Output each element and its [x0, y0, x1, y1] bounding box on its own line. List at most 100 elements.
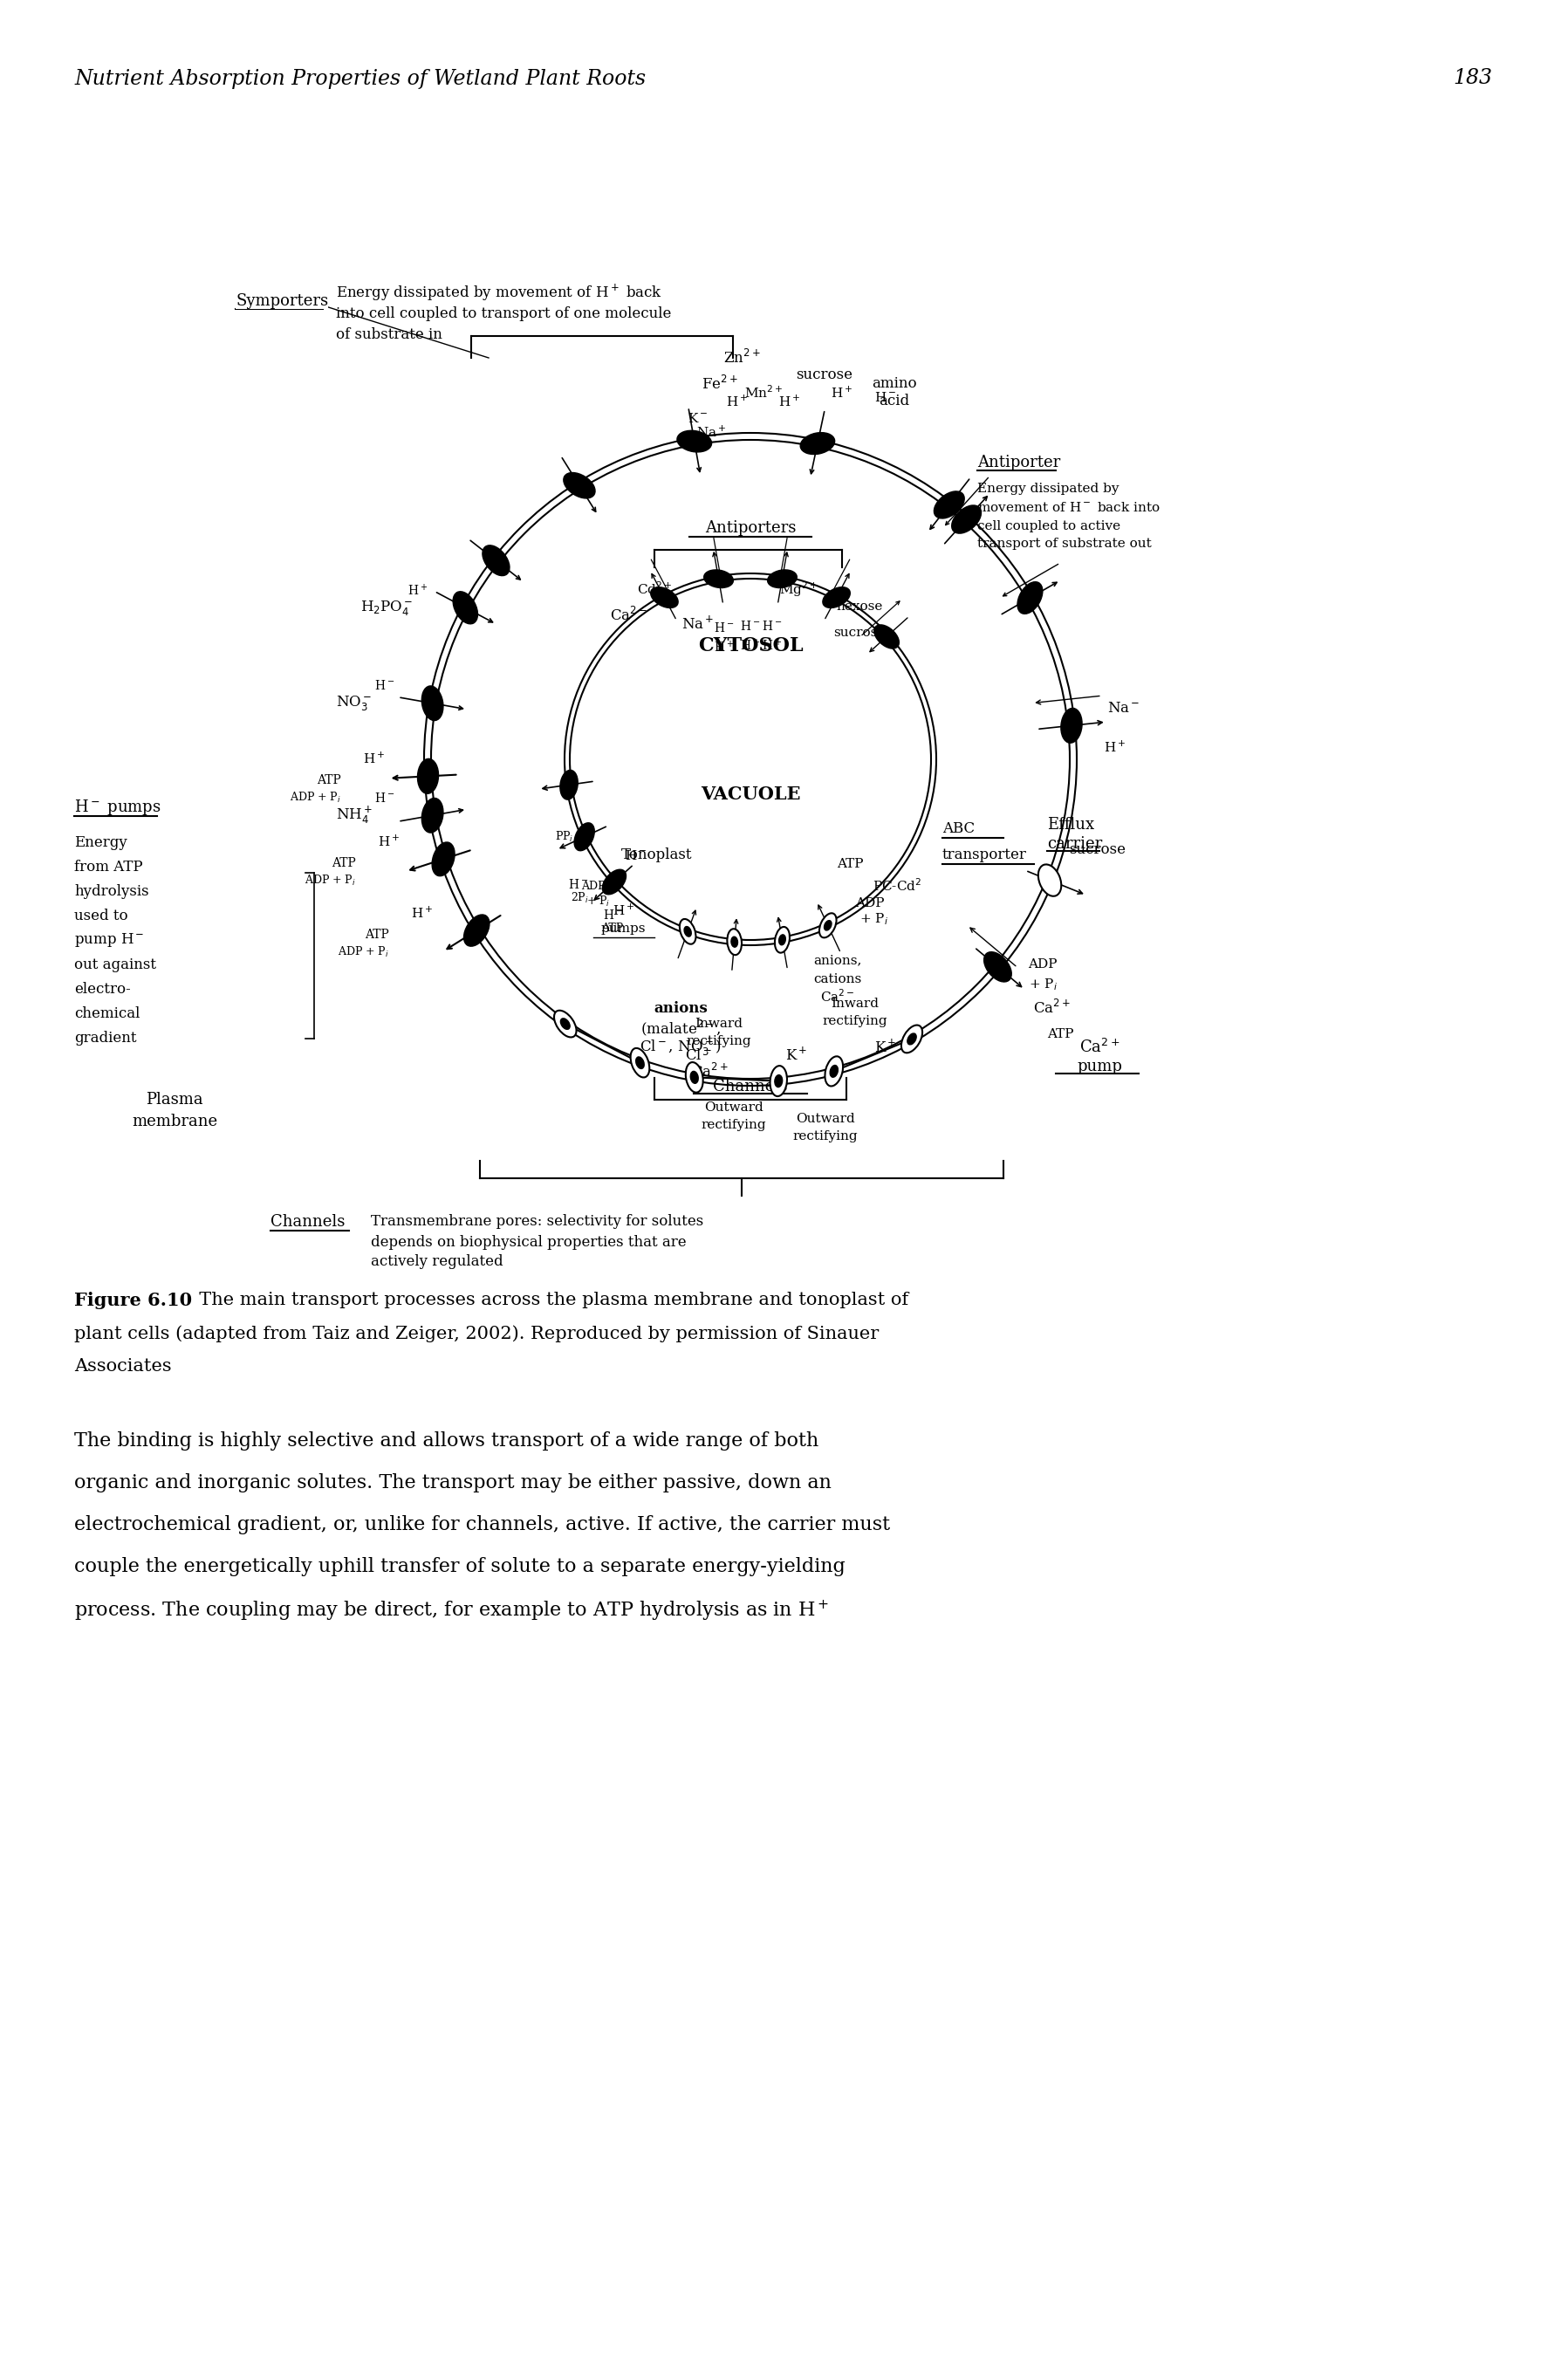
Ellipse shape [554, 1010, 577, 1038]
Text: anions: anions [654, 1001, 707, 1015]
Text: H$^+$: H$^+$ [411, 906, 433, 920]
Ellipse shape [728, 930, 742, 956]
Ellipse shape [417, 760, 439, 793]
Text: Channels: Channels [713, 1079, 787, 1095]
Text: H$^-$: H$^-$ [569, 878, 588, 892]
Ellipse shape [1062, 708, 1082, 743]
Ellipse shape [935, 491, 964, 519]
Ellipse shape [770, 1067, 787, 1097]
Text: ATP: ATP [365, 930, 389, 942]
Text: Ca$^{2-}$: Ca$^{2-}$ [610, 607, 648, 623]
Ellipse shape [637, 1057, 644, 1069]
Text: carrier: carrier [1047, 835, 1102, 852]
Ellipse shape [574, 824, 594, 850]
Text: H$^-$: H$^-$ [740, 621, 760, 632]
Ellipse shape [560, 1020, 569, 1029]
Text: H$^+$: H$^+$ [378, 833, 400, 850]
Text: rectifying: rectifying [701, 1119, 767, 1130]
Ellipse shape [775, 1074, 782, 1088]
Text: ADP: ADP [1029, 958, 1057, 970]
Text: ADP + P$_i$: ADP + P$_i$ [304, 873, 356, 887]
Text: Ca$^{2-}$: Ca$^{2-}$ [820, 989, 855, 1005]
Text: Cl$^-$: Cl$^-$ [685, 1048, 712, 1062]
Text: Cl$^-$, NO$_3^-$): Cl$^-$, NO$_3^-$) [640, 1038, 721, 1057]
Ellipse shape [985, 951, 1011, 982]
Text: ADP: ADP [582, 880, 605, 892]
Ellipse shape [677, 430, 712, 453]
Text: ATP: ATP [601, 923, 622, 935]
Text: Ca$^{2+}$: Ca$^{2+}$ [1033, 998, 1071, 1017]
Text: H$^+$: H$^+$ [726, 394, 748, 408]
Text: Cd$^{2+}$: Cd$^{2+}$ [637, 581, 673, 597]
Text: PC-Cd$^{2}$: PC-Cd$^{2}$ [872, 878, 922, 894]
Text: movement of H$^-$ back into: movement of H$^-$ back into [977, 500, 1160, 514]
Ellipse shape [1018, 583, 1043, 614]
Text: process. The coupling may be direct, for example to ATP hydrolysis as in H$^+$: process. The coupling may be direct, for… [74, 1600, 829, 1624]
Ellipse shape [825, 920, 831, 930]
Text: Ca$^{2+}$: Ca$^{2+}$ [691, 1062, 729, 1081]
Text: Outward: Outward [795, 1114, 855, 1126]
Text: rectifying: rectifying [793, 1130, 858, 1142]
Text: Symporters: Symporters [235, 293, 328, 309]
Ellipse shape [820, 913, 836, 937]
Ellipse shape [779, 935, 786, 944]
Ellipse shape [602, 868, 626, 894]
Text: + P$_i$: + P$_i$ [1029, 977, 1057, 991]
Text: H$^-$: H$^-$ [762, 621, 782, 632]
Ellipse shape [690, 1071, 698, 1083]
Ellipse shape [768, 569, 797, 588]
Text: Efflux: Efflux [1047, 817, 1094, 833]
Text: H$^-$: H$^-$ [602, 909, 622, 923]
Text: H$^+$: H$^+$ [713, 640, 734, 656]
Text: rectifying: rectifying [685, 1034, 751, 1048]
Text: Outward: Outward [704, 1102, 764, 1114]
Ellipse shape [908, 1034, 916, 1045]
Text: K$^-$: K$^-$ [688, 413, 709, 425]
Ellipse shape [873, 625, 898, 649]
Text: hexose: hexose [836, 599, 883, 614]
Text: Transmembrane pores: selectivity for solutes: Transmembrane pores: selectivity for sol… [372, 1215, 704, 1230]
Text: sucrose: sucrose [797, 368, 853, 382]
Text: Associates: Associates [74, 1357, 171, 1374]
Text: cell coupled to active: cell coupled to active [977, 519, 1121, 533]
Ellipse shape [483, 545, 510, 576]
Text: from ATP: from ATP [74, 859, 143, 873]
Text: + P$_i$: + P$_i$ [859, 911, 887, 927]
Text: Na$^+$: Na$^+$ [696, 425, 726, 439]
Text: Channels: Channels [271, 1213, 345, 1230]
Text: used to: used to [74, 909, 129, 923]
Text: K$^+$: K$^+$ [786, 1045, 808, 1064]
Text: hydrolysis: hydrolysis [74, 883, 149, 899]
Text: H$^+$: H$^+$ [762, 637, 782, 654]
Text: H$^-$: H$^-$ [375, 680, 395, 691]
Text: Na$^-$: Na$^-$ [1107, 701, 1140, 715]
Text: membrane: membrane [132, 1114, 218, 1130]
Text: PP$_i$: PP$_i$ [555, 831, 574, 845]
Text: cations: cations [814, 972, 862, 986]
Text: H$^+$: H$^+$ [831, 385, 853, 401]
Ellipse shape [800, 432, 834, 455]
Text: depends on biophysical properties that are: depends on biophysical properties that a… [372, 1234, 687, 1248]
Text: H$^+$: H$^+$ [408, 583, 428, 597]
Ellipse shape [775, 927, 790, 953]
Text: Energy: Energy [74, 835, 127, 850]
Text: chemical: chemical [74, 1005, 140, 1022]
Text: H$^-$: H$^-$ [626, 850, 648, 861]
Ellipse shape [684, 927, 691, 937]
Text: sucrose: sucrose [1069, 843, 1126, 857]
Text: Mn$^{2+}$: Mn$^{2+}$ [745, 385, 782, 401]
Ellipse shape [422, 798, 444, 833]
Text: of substrate in: of substrate in [336, 326, 442, 342]
Text: amino: amino [872, 378, 917, 392]
Text: H$^-$: H$^-$ [713, 621, 734, 635]
Text: ADP + P$_i$: ADP + P$_i$ [290, 791, 340, 805]
Text: H$^-$ pumps: H$^-$ pumps [74, 798, 162, 817]
Text: pump: pump [1077, 1060, 1123, 1074]
Text: out against: out against [74, 958, 157, 972]
Text: + P$_i$: + P$_i$ [586, 894, 610, 909]
Ellipse shape [825, 1057, 844, 1086]
Text: H$^+$: H$^+$ [779, 394, 801, 408]
Text: ADP: ADP [855, 897, 884, 909]
Text: H$^+$: H$^+$ [613, 904, 635, 918]
Text: actively regulated: actively regulated [372, 1256, 503, 1270]
